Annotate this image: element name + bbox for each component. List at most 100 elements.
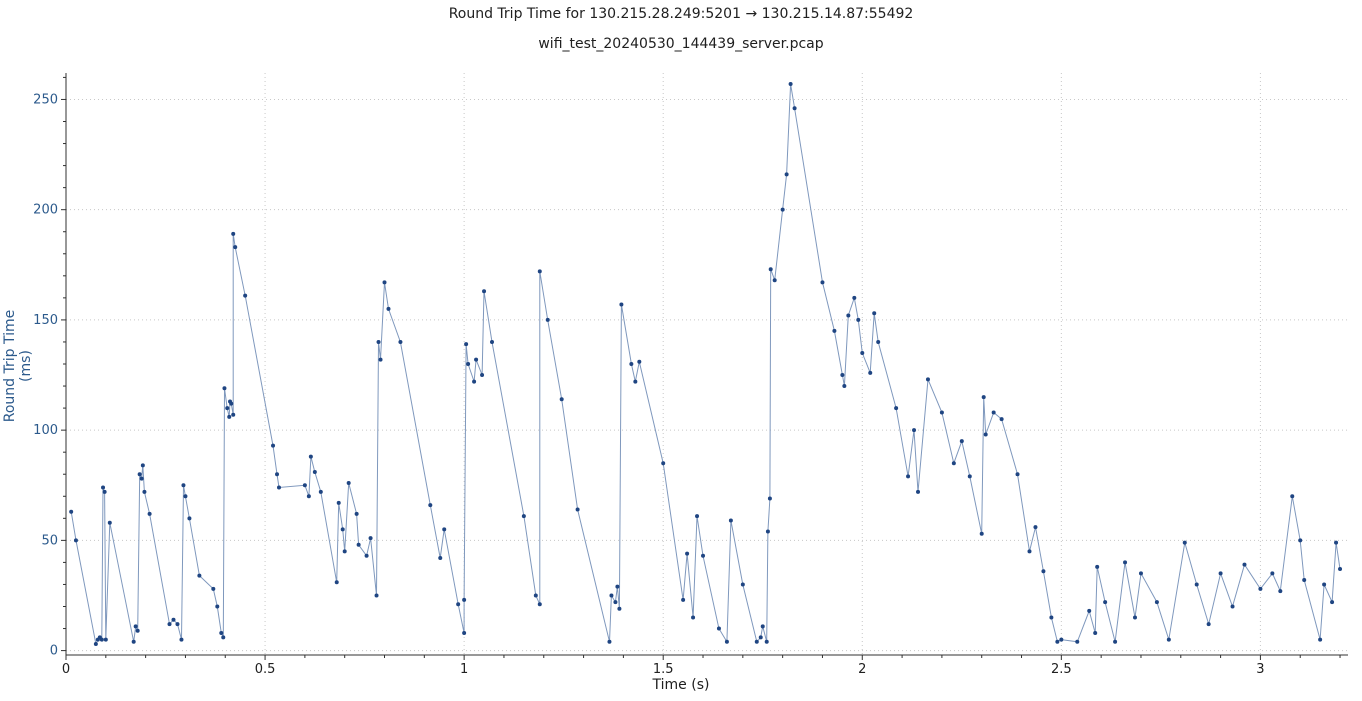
rtt-data-point xyxy=(856,317,861,322)
rtt-data-point xyxy=(1258,586,1263,591)
rtt-data-point xyxy=(1270,571,1275,576)
rtt-data-point xyxy=(906,474,911,479)
rtt-data-point xyxy=(1138,571,1143,576)
rtt-data-point xyxy=(211,586,216,591)
x-tick-label: 2.5 xyxy=(1051,662,1072,677)
rtt-data-point xyxy=(1103,600,1108,605)
rtt-data-point xyxy=(428,503,433,508)
rtt-data-point xyxy=(225,406,230,411)
rtt-data-point xyxy=(464,342,469,347)
rtt-data-point xyxy=(368,536,373,541)
rtt-data-point xyxy=(533,593,538,598)
rtt-data-point xyxy=(364,553,369,558)
rtt-data-point xyxy=(386,306,391,311)
rtt-data-point xyxy=(916,489,921,494)
rtt-data-point xyxy=(140,463,145,468)
rtt-data-point xyxy=(619,302,624,307)
rtt-data-point xyxy=(521,514,526,519)
rtt-data-point xyxy=(951,461,956,466)
rtt-data-point xyxy=(912,428,917,433)
rtt-data-point xyxy=(740,582,745,587)
rtt-data-point xyxy=(633,379,638,384)
rtt-data-point xyxy=(219,630,224,635)
rtt-data-point xyxy=(1059,637,1064,642)
rtt-data-point xyxy=(102,489,107,494)
rtt-data-point xyxy=(545,317,550,322)
rtt-data-point xyxy=(187,516,192,521)
rtt-data-point xyxy=(981,395,986,400)
rtt-data-point xyxy=(1334,540,1339,545)
rtt-data-point xyxy=(876,339,881,344)
rtt-data-point xyxy=(382,280,387,285)
rtt-data-point xyxy=(1087,608,1092,613)
rtt-data-point xyxy=(1330,600,1335,605)
x-tick-label: 1.5 xyxy=(653,662,674,677)
rtt-data-point xyxy=(302,483,307,488)
rtt-data-point xyxy=(860,350,865,355)
y-tick-label: 50 xyxy=(41,533,58,548)
y-tick-label: 200 xyxy=(33,203,58,218)
rtt-data-point xyxy=(318,489,323,494)
y-tick-label: 250 xyxy=(33,92,58,107)
rtt-data-point xyxy=(872,311,877,316)
rtt-data-point xyxy=(754,639,759,644)
chart-title: Round Trip Time for 130.215.28.249:5201 … xyxy=(448,6,914,22)
rtt-data-point xyxy=(852,295,857,300)
axes: 0 0.5 1 1.5 2 2.5 3 0 50 100 150 200 250 xyxy=(33,73,1348,677)
rtt-data-point xyxy=(346,481,351,486)
rtt-data-point xyxy=(840,373,845,378)
x-tick-label: 3 xyxy=(1256,662,1264,677)
rtt-data-point xyxy=(181,483,186,488)
rtt-data-point xyxy=(342,549,347,554)
rtt-data-point xyxy=(1041,569,1046,574)
rtt-data-point xyxy=(277,485,282,490)
rtt-data-point xyxy=(1113,639,1118,644)
rtt-data-point xyxy=(442,527,447,532)
rtt-data-point xyxy=(139,476,144,481)
rtt-data-point xyxy=(1182,540,1187,545)
rtt-data-point xyxy=(691,615,696,620)
rtt-data-point xyxy=(1230,604,1235,609)
rtt-data-point xyxy=(306,494,311,499)
rtt-data-point xyxy=(1027,549,1032,554)
rtt-data-point xyxy=(716,626,721,631)
rtt-data-point xyxy=(73,538,78,543)
rtt-data-point xyxy=(103,637,108,642)
rtt-data-point xyxy=(135,628,140,633)
rtt-data-point xyxy=(308,454,313,459)
rtt-data-point xyxy=(609,593,614,598)
rtt-data-point xyxy=(438,556,443,560)
rtt-data-point xyxy=(179,637,184,642)
rtt-data-point xyxy=(101,485,106,490)
rtt-data-point xyxy=(472,379,477,384)
rtt-data-point xyxy=(1218,571,1223,576)
rtt-data-point xyxy=(398,339,403,344)
rtt-data-point xyxy=(215,604,220,609)
x-axis-title: Time (s) xyxy=(652,677,710,693)
y-tick-label: 100 xyxy=(33,423,58,438)
rtt-data-point xyxy=(1318,637,1323,642)
rtt-data-point xyxy=(868,370,873,375)
chart-subtitle: wifi_test_20240530_144439_server.pcap xyxy=(538,36,824,52)
rtt-data-point xyxy=(939,410,944,415)
rtt-data-point xyxy=(967,474,972,479)
rtt-data-point xyxy=(607,639,612,644)
rtt-data-point xyxy=(617,606,622,611)
rtt-data-point xyxy=(356,542,361,547)
rtt-data-point xyxy=(376,339,381,344)
rtt-data-point xyxy=(378,357,383,362)
rtt-data-point xyxy=(275,472,280,477)
rtt-data-point xyxy=(1242,562,1247,567)
rtt-data-point xyxy=(724,639,729,644)
rtt-data-point xyxy=(456,602,461,607)
rtt-data-point xyxy=(137,472,142,477)
rtt-data-point xyxy=(1055,639,1060,644)
rtt-data-point xyxy=(336,500,341,505)
rtt-data-point xyxy=(142,489,147,494)
rtt-data-point xyxy=(925,377,930,382)
rtt-data-point xyxy=(1166,637,1171,642)
rtt-data-point xyxy=(1154,600,1159,605)
rtt-data-point xyxy=(1123,560,1128,565)
rtt-data-point xyxy=(537,602,542,607)
